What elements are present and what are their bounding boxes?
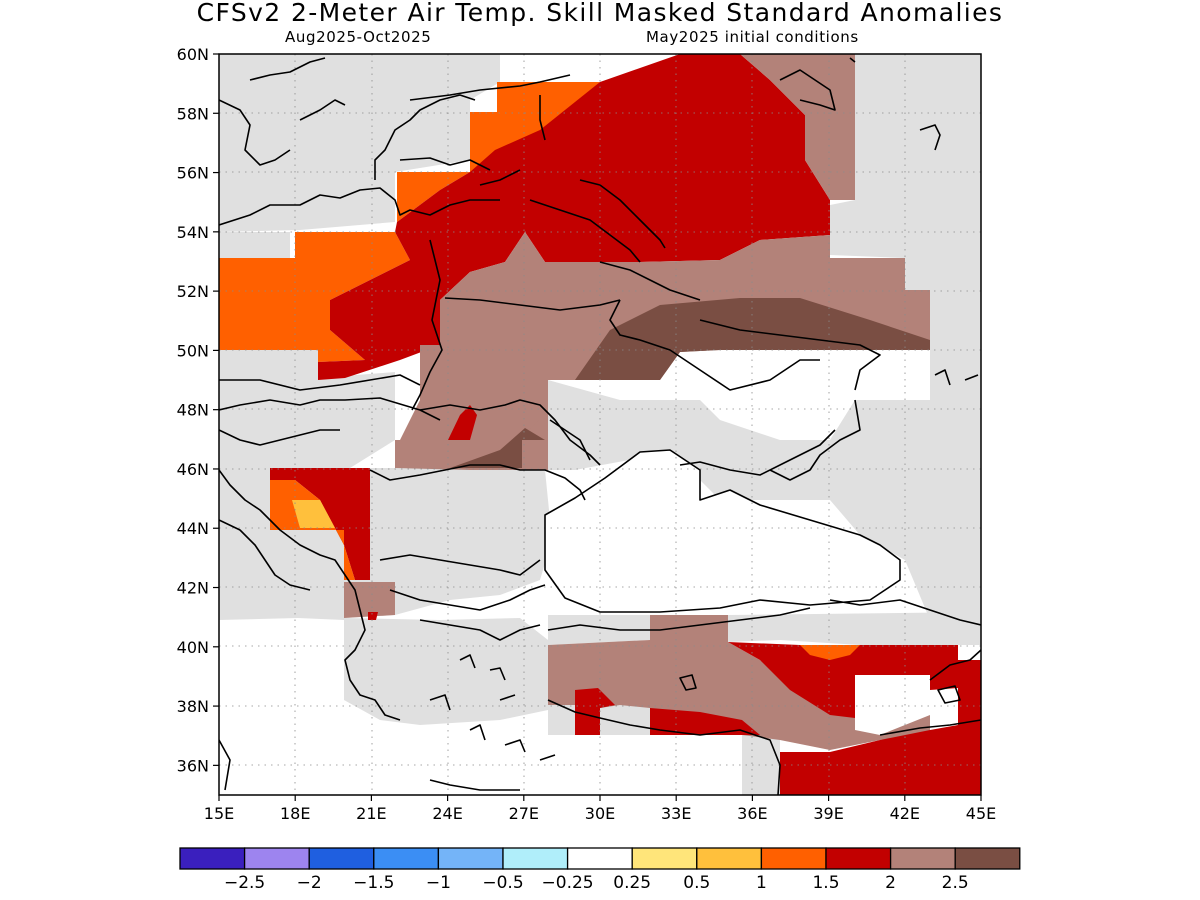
legend-swatch [825, 847, 892, 870]
lat-tick-label: 54N [177, 223, 209, 242]
lat-tick-label: 46N [177, 460, 209, 479]
initial-conditions-subtitle: May2025 initial conditions [646, 28, 859, 46]
legend-swatch [308, 847, 375, 870]
legend-label: 1 [756, 873, 767, 893]
lon-tick-label: 21E [356, 804, 386, 823]
legend-label: −2.5 [224, 873, 265, 893]
legend-label: −0.5 [482, 873, 523, 893]
legend-label: −1.5 [353, 873, 394, 893]
anomaly-zone-turkey-brown [548, 615, 930, 750]
lon-tick-label: 33E [661, 804, 691, 823]
legend-label: 0.5 [683, 873, 710, 893]
lat-tick-label: 48N [177, 401, 209, 420]
latitude-axis: 60N 58N 56N 54N 52N 50N 48N 46N 44N 42N 40N 38N 36N [177, 45, 219, 775]
lon-tick-label: 42E [890, 804, 920, 823]
legend-label: 0.25 [613, 873, 651, 893]
lon-tick-label: 39E [813, 804, 843, 823]
anomaly-zone-balkans-red [270, 468, 370, 580]
anomaly-zone-russia-belarus [740, 54, 855, 200]
legend-label: −0.25 [542, 873, 594, 893]
lat-tick-label: 50N [177, 341, 209, 360]
legend-label: 2 [885, 873, 896, 893]
lon-tick-label: 27E [509, 804, 539, 823]
lon-tick-label: 45E [966, 804, 996, 823]
lat-tick-label: 40N [177, 638, 209, 657]
anomaly-zone-moldova-dark [450, 428, 545, 468]
color-legend: −2.5 −2 −1.5 −1 −0.5 −0.25 0.25 0.5 1 1.5 2 2.5 [179, 847, 1021, 893]
valid-period-subtitle: Aug2025-Oct2025 [285, 28, 432, 46]
coastlines-borders [219, 57, 981, 795]
anomaly-zone-central-europe-orange [219, 232, 410, 362]
lon-tick-label: 18E [280, 804, 310, 823]
legend-swatch [631, 847, 698, 870]
legend-swatch [179, 847, 246, 870]
lat-tick-label: 58N [177, 104, 209, 123]
anomaly-zone-syria-red [780, 725, 958, 795]
anomaly-zone-eastern-ukraine-dark [575, 298, 930, 380]
lat-tick-label: 52N [177, 282, 209, 301]
legend-label: 2.5 [942, 873, 969, 893]
grid-lines [219, 54, 981, 795]
lon-tick-label: 24E [432, 804, 462, 823]
anomaly-zone-poland-red [318, 54, 830, 380]
lat-tick-label: 60N [177, 45, 209, 64]
black-sea [545, 450, 900, 612]
legend-swatch [373, 847, 440, 870]
lon-tick-label: 30E [585, 804, 615, 823]
lon-tick-label: 36E [737, 804, 767, 823]
legend-label: −1 [426, 873, 451, 893]
anomaly-zone-balkans-yellow [292, 500, 335, 528]
longitude-axis: 15E 18E 21E 24E 27E 30E 33E 36E 39E 42E 45E [204, 795, 996, 823]
legend-swatch [566, 847, 633, 870]
lat-tick-label: 56N [177, 164, 209, 183]
legend-swatch [954, 847, 1021, 870]
legend-swatch [889, 847, 956, 870]
anomaly-zone-east-turkey-red [728, 642, 958, 718]
legend-swatch [696, 847, 763, 870]
chart-title: CFSv2 2-Meter Air Temp. Skill Masked Sta… [196, 0, 1004, 27]
lon-tick-label: 15E [204, 804, 234, 823]
legend-swatch [502, 847, 569, 870]
lat-tick-label: 42N [177, 579, 209, 598]
lat-tick-label: 36N [177, 756, 209, 775]
lat-tick-label: 38N [177, 697, 209, 716]
legend-swatch [243, 847, 310, 870]
legend-swatch [760, 847, 827, 870]
gray-masked-areas [219, 54, 981, 795]
lat-tick-label: 44N [177, 519, 209, 538]
legend-label: 1.5 [812, 873, 839, 893]
legend-swatch [437, 847, 504, 870]
legend-label: −2 [297, 873, 322, 893]
